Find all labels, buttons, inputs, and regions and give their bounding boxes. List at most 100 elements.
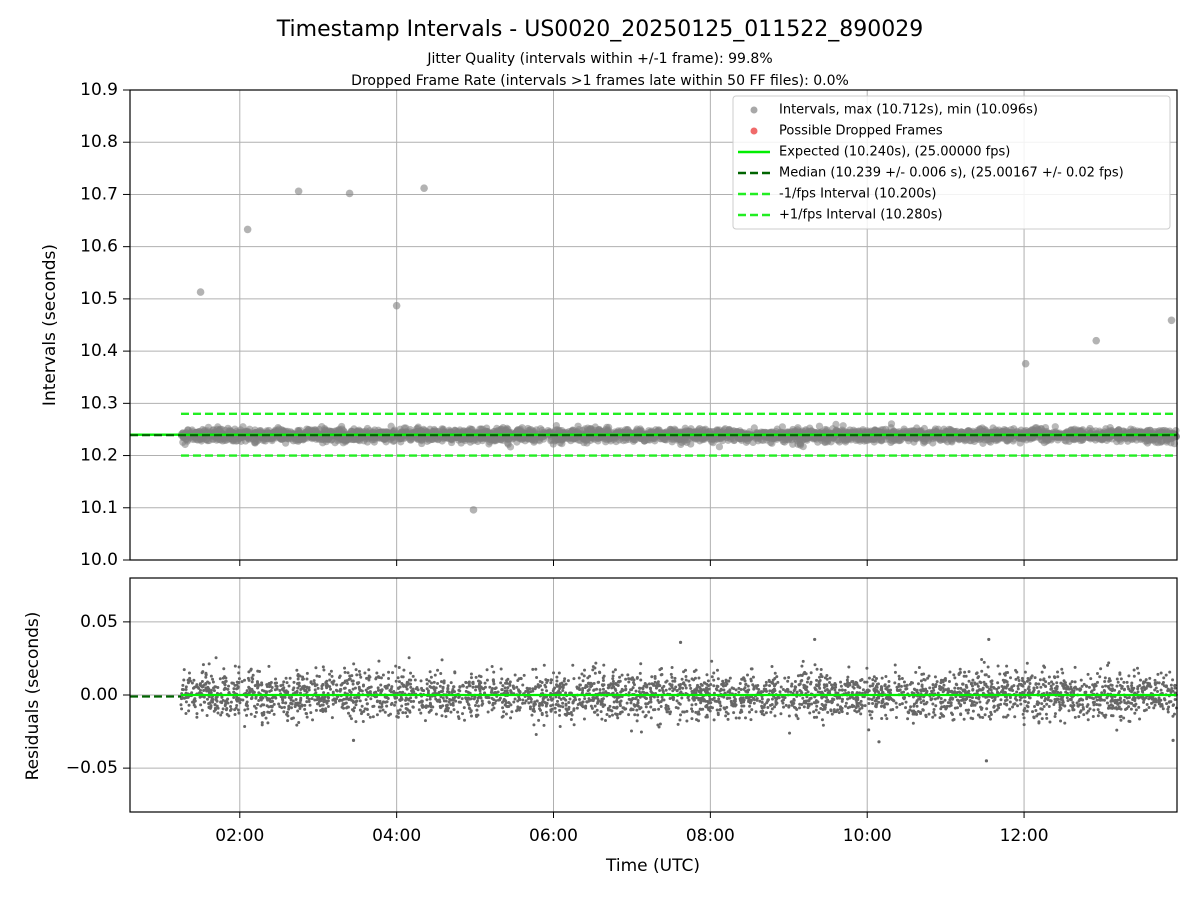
residual-point: [639, 730, 643, 734]
residual-point: [593, 671, 597, 675]
residual-point: [1059, 719, 1063, 723]
residual-point: [715, 708, 719, 712]
residual-point: [506, 686, 510, 690]
x-tick-label: 10:00: [843, 826, 892, 846]
residual-point: [1026, 701, 1030, 705]
residual-point: [986, 665, 990, 669]
residual-point: [266, 721, 270, 725]
residual-point: [463, 718, 467, 722]
interval-point: [246, 425, 254, 433]
residual-point: [980, 658, 984, 662]
residual-point: [182, 678, 186, 682]
residual-point: [922, 699, 926, 703]
residual-point: [1073, 680, 1077, 684]
residual-point: [411, 687, 415, 691]
residual-point: [998, 672, 1002, 676]
interval-point: [1117, 437, 1125, 445]
residual-point: [1139, 678, 1143, 682]
residual-point: [425, 678, 429, 682]
residual-point: [623, 684, 627, 688]
residual-point: [358, 699, 362, 703]
interval-outlier-point: [420, 184, 428, 192]
residual-point: [814, 708, 818, 712]
residual-point: [664, 706, 668, 710]
residual-point: [971, 709, 975, 713]
residual-point: [625, 701, 629, 705]
residual-point: [485, 668, 489, 672]
residual-point: [962, 674, 966, 678]
residual-point: [611, 670, 615, 674]
residual-point: [737, 690, 741, 694]
residual-point: [1166, 710, 1170, 714]
interval-point: [1151, 438, 1160, 446]
residual-point: [724, 714, 728, 718]
residual-point: [321, 703, 325, 707]
residual-point: [619, 690, 623, 694]
residual-point: [461, 712, 465, 716]
residual-point: [549, 681, 553, 685]
residual-point: [1095, 671, 1099, 675]
residual-point: [767, 678, 771, 682]
interval-point: [490, 437, 498, 445]
interval-outlier-point: [1092, 336, 1101, 345]
residual-point: [796, 717, 800, 721]
residual-point: [555, 675, 559, 679]
residual-point: [1035, 685, 1039, 689]
residual-point: [475, 708, 479, 712]
residual-point: [184, 700, 188, 704]
legend-marker: [750, 127, 758, 135]
interval-point: [552, 421, 561, 430]
residual-point: [1047, 682, 1051, 686]
interval-point: [667, 425, 675, 433]
residual-point: [909, 705, 913, 709]
residual-point: [284, 676, 288, 680]
residual-point: [993, 698, 997, 702]
residual-point: [461, 684, 465, 688]
residual-point: [1100, 691, 1104, 695]
interval-point: [419, 425, 428, 433]
residual-point: [867, 728, 871, 732]
residual-point: [1101, 685, 1105, 689]
x-tick-label: 06:00: [529, 826, 578, 846]
residual-point: [381, 673, 385, 677]
interval-outlier-point: [1167, 316, 1176, 325]
residual-point: [1061, 671, 1065, 675]
residual-point: [184, 712, 188, 716]
residual-point: [214, 656, 218, 660]
y-tick-label: 10.0: [80, 550, 118, 570]
residual-point: [391, 671, 395, 675]
residual-point: [844, 701, 848, 705]
residual-point: [787, 675, 791, 679]
residual-point: [571, 700, 575, 704]
interval-point: [194, 436, 202, 444]
residual-point: [325, 679, 329, 683]
residual-point: [802, 705, 806, 709]
residual-point: [209, 688, 213, 692]
residual-point: [516, 679, 520, 683]
residual-point: [870, 716, 874, 720]
residual-point: [904, 700, 908, 704]
residual-point: [722, 688, 726, 692]
residual-point: [608, 714, 612, 718]
residual-point: [938, 716, 942, 720]
residual-point: [1026, 705, 1030, 709]
residual-point: [436, 681, 440, 685]
residual-point: [1011, 705, 1015, 709]
x-tick-label: 02:00: [215, 826, 264, 846]
residual-point: [442, 699, 446, 703]
interval-outlier-point: [294, 187, 303, 196]
residual-point: [781, 701, 785, 705]
residual-point: [744, 716, 748, 720]
residual-point: [1023, 670, 1027, 674]
legend-label: Expected (10.240s), (25.00000 fps): [779, 145, 1010, 160]
residual-point: [817, 711, 821, 715]
residual-point: [664, 688, 668, 692]
residual-point: [1086, 718, 1090, 722]
residual-point: [830, 712, 834, 716]
interval-point: [328, 435, 336, 444]
residual-point: [471, 685, 475, 689]
interval-point: [631, 436, 640, 444]
residual-point: [396, 711, 400, 715]
y-tick-label: 10.3: [80, 393, 118, 413]
residual-point: [243, 708, 247, 712]
